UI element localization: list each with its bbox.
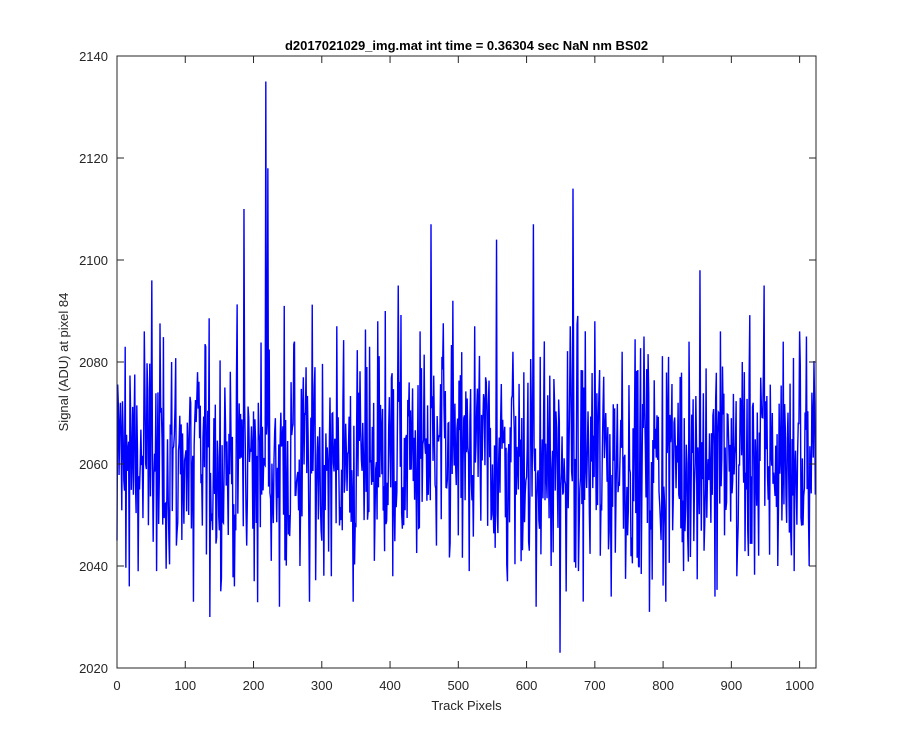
y-tick-label: 2040 [79,559,108,574]
x-tick-label: 300 [311,678,333,693]
x-tick-label: 1000 [785,678,814,693]
x-tick-label: 700 [584,678,606,693]
x-tick-label: 0 [113,678,120,693]
y-axis-label: Signal (ADU) at pixel 84 [56,293,71,432]
x-tick-label: 200 [243,678,265,693]
x-tick-label: 800 [652,678,674,693]
y-tick-label: 2080 [79,355,108,370]
x-tick-label: 500 [447,678,469,693]
chart-title: d2017021029_img.mat int time = 0.36304 s… [285,38,648,53]
x-tick-label: 100 [174,678,196,693]
y-ticks: 2020 2040 2060 2080 2100 2120 2140 [79,49,816,676]
y-tick-label: 2120 [79,151,108,166]
y-tick-label: 2100 [79,253,108,268]
y-tick-label: 2020 [79,661,108,676]
x-ticks: 0 100 200 300 400 500 600 700 800 900 1000 [113,56,814,693]
series-layer [116,81,817,653]
x-tick-label: 400 [379,678,401,693]
x-tick-label: 600 [516,678,538,693]
series-line [116,81,817,653]
y-tick-label: 2140 [79,49,108,64]
x-tick-label: 900 [721,678,743,693]
y-tick-label: 2060 [79,457,108,472]
x-axis-label: Track Pixels [431,698,502,713]
